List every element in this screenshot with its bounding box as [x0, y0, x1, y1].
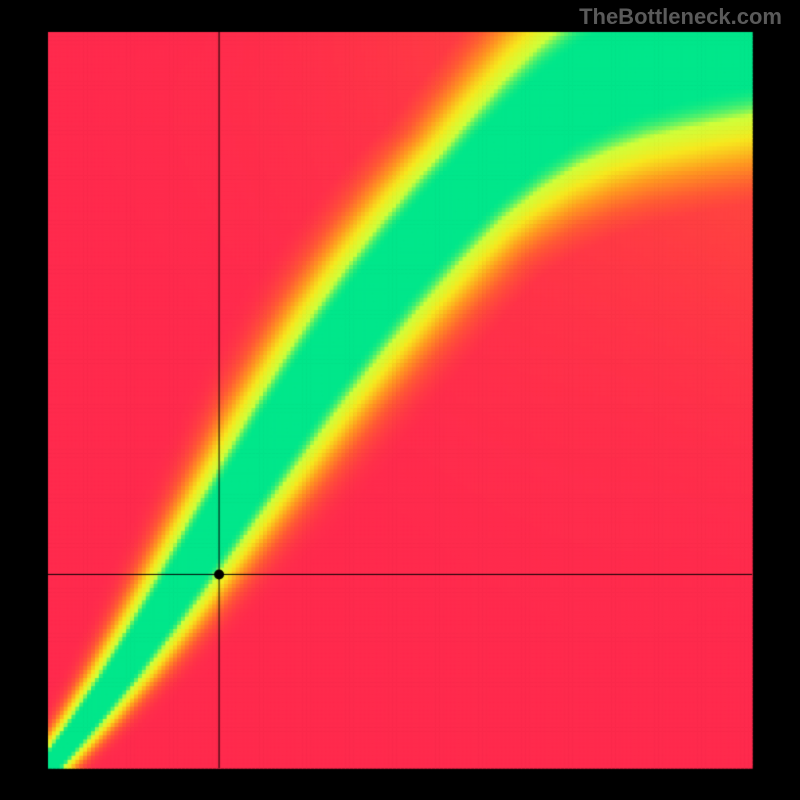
- chart-container: TheBottleneck.com: [0, 0, 800, 800]
- bottleneck-heatmap: [0, 0, 800, 800]
- watermark-text: TheBottleneck.com: [579, 4, 782, 30]
